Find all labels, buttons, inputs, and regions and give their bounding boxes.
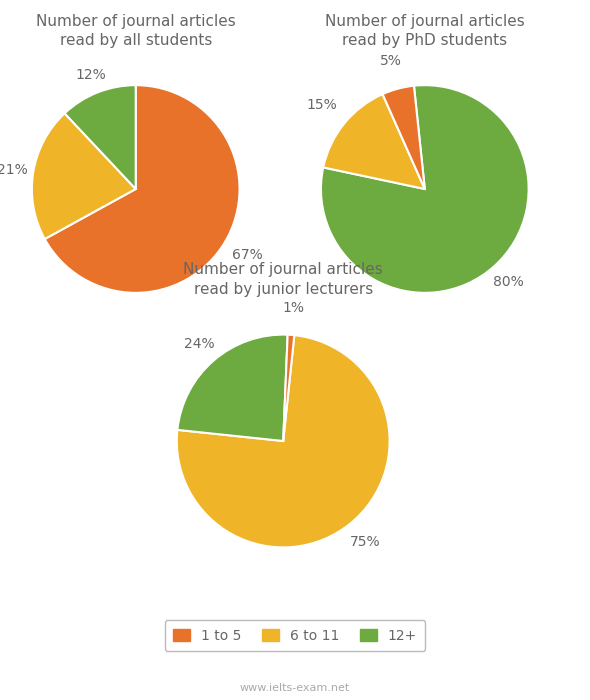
Wedge shape [32,113,136,239]
Wedge shape [321,85,529,293]
Text: 67%: 67% [232,248,263,262]
Title: Number of journal articles
read by all students: Number of journal articles read by all s… [36,13,235,48]
Legend: 1 to 5, 6 to 11, 12+: 1 to 5, 6 to 11, 12+ [165,620,425,651]
Text: 5%: 5% [379,54,401,68]
Wedge shape [65,85,136,189]
Wedge shape [45,85,240,293]
Title: Number of journal articles
read by junior lecturers: Number of journal articles read by junio… [183,262,383,297]
Text: 80%: 80% [493,274,523,288]
Text: 75%: 75% [350,535,380,549]
Wedge shape [283,335,294,441]
Title: Number of journal articles
read by PhD students: Number of journal articles read by PhD s… [325,13,525,48]
Text: 15%: 15% [306,99,337,113]
Wedge shape [177,335,389,547]
Text: www.ielts-exam.net: www.ielts-exam.net [240,683,350,693]
Text: 1%: 1% [282,302,304,316]
Text: 24%: 24% [185,337,215,351]
Text: 12%: 12% [75,68,106,82]
Wedge shape [178,335,288,441]
Text: 21%: 21% [0,162,28,176]
Wedge shape [382,85,425,189]
Wedge shape [323,94,425,189]
